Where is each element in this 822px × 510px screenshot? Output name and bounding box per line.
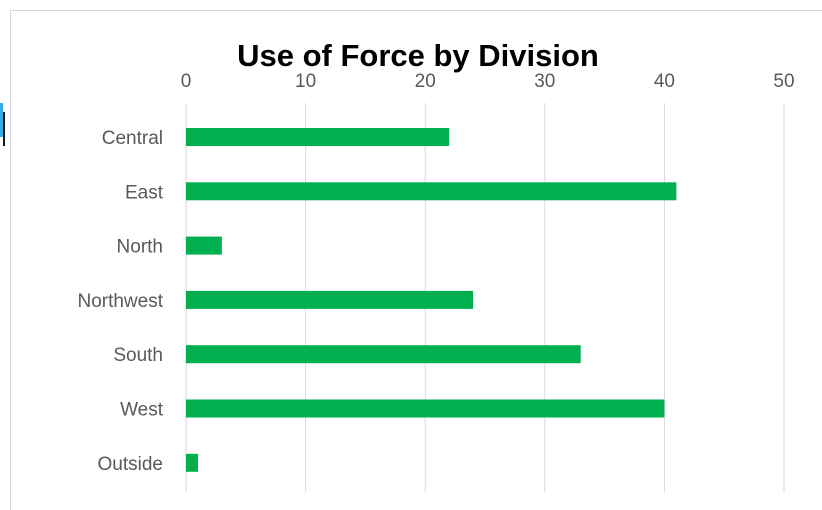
x-tick-label: 30 <box>534 71 555 92</box>
bar-south <box>186 345 581 364</box>
x-tick-label: 20 <box>415 71 436 92</box>
bar-west <box>186 399 665 418</box>
x-tick-label: 50 <box>773 71 794 92</box>
category-labels: Central East North Northwest South West Outsid… <box>77 128 163 475</box>
chart-area <box>10 10 822 510</box>
x-tick-label: 10 <box>295 71 316 92</box>
bar-central <box>186 128 450 146</box>
x-tick-label: 0 <box>181 71 192 92</box>
category-label-west: West <box>120 400 164 421</box>
category-label-outside: Outside <box>98 454 163 475</box>
x-tick-label: 40 <box>654 71 675 92</box>
bars <box>186 128 677 472</box>
left-edge-marker <box>3 112 5 146</box>
category-label-north: North <box>117 237 163 258</box>
left-edge-accent <box>0 103 3 137</box>
bar-north <box>186 236 222 255</box>
bar-outside <box>186 453 198 472</box>
category-label-east: East <box>125 182 164 203</box>
bar-east <box>186 182 677 201</box>
x-tick-labels: 0 10 20 30 40 50 <box>181 71 795 92</box>
gridlines <box>185 103 785 492</box>
category-label-south: South <box>113 345 163 366</box>
bar-northwest <box>186 290 474 309</box>
category-label-central: Central <box>102 128 163 149</box>
category-label-northwest: Northwest <box>77 291 163 312</box>
chart-title: Use of Force by Division <box>237 38 599 73</box>
